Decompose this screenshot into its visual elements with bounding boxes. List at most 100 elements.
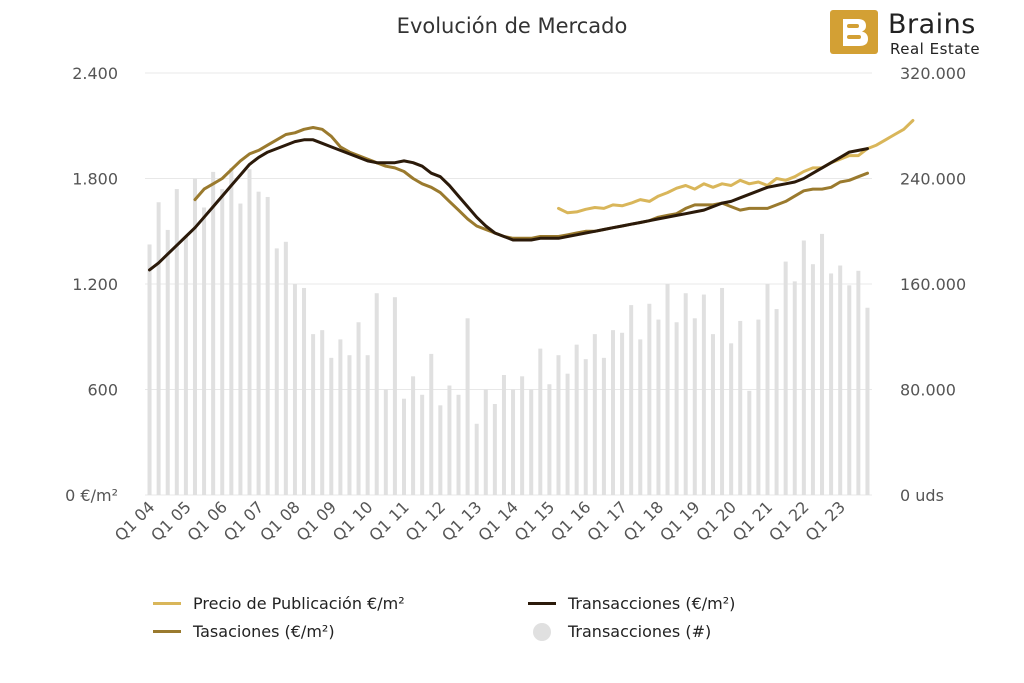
x-tick-label: Q1 14 xyxy=(474,497,522,545)
bar-transacciones-num xyxy=(383,389,388,495)
transacciones-num-bars xyxy=(147,167,870,496)
bar-transacciones-num xyxy=(329,357,334,495)
bar-transacciones-num xyxy=(292,284,297,495)
bar-transacciones-num xyxy=(601,357,606,495)
bar-transacciones-num xyxy=(747,390,752,495)
bar-transacciones-num xyxy=(592,334,597,495)
bar-transacciones-num xyxy=(438,405,443,495)
bar-transacciones-num xyxy=(302,287,307,495)
bar-transacciones-num xyxy=(401,398,406,495)
x-tick-label: Q1 06 xyxy=(184,497,232,545)
bar-transacciones-num xyxy=(838,265,843,495)
bar-transacciones-num xyxy=(729,343,734,495)
bar-transacciones-num xyxy=(801,240,806,495)
y-left-tick-label: 600 xyxy=(87,381,118,400)
bar-transacciones-num xyxy=(565,373,570,495)
bar-transacciones-num xyxy=(202,207,207,495)
bar-transacciones-num xyxy=(192,178,197,495)
legend-item-transacciones-eur: Transacciones (€/m²) xyxy=(528,594,735,613)
bar-transacciones-num xyxy=(356,322,361,495)
x-tick-label: Q1 20 xyxy=(692,497,740,545)
line-tasaciones xyxy=(193,126,869,240)
x-tick-label: Q1 12 xyxy=(402,497,450,545)
bar-transacciones-num xyxy=(174,189,179,496)
bar-transacciones-num xyxy=(420,394,425,495)
bar-transacciones-num xyxy=(429,353,434,495)
x-tick-label: Q1 16 xyxy=(547,497,595,545)
x-tick-label: Q1 18 xyxy=(620,497,668,545)
bar-transacciones-num xyxy=(738,320,743,495)
bar-transacciones-num xyxy=(647,303,652,495)
bar-transacciones-num xyxy=(529,389,534,495)
bar-transacciones-num xyxy=(265,196,270,495)
bar-transacciones-num xyxy=(756,319,761,495)
bar-transacciones-num xyxy=(520,376,525,495)
bar-transacciones-num xyxy=(456,394,461,495)
x-tick-label: Q1 21 xyxy=(729,497,777,545)
logo-sub-text: Real Estate xyxy=(890,40,981,58)
x-tick-label: Q1 13 xyxy=(438,497,486,545)
bar-transacciones-num xyxy=(320,330,325,495)
y-right-tick-label: 0 uds xyxy=(900,486,944,505)
bar-transacciones-num xyxy=(211,171,216,495)
legend-swatch-transacciones-eur xyxy=(528,602,556,605)
brand-logo: Brains Real Estate xyxy=(830,9,1020,58)
bar-transacciones-num xyxy=(638,339,643,495)
bar-transacciones-num xyxy=(256,191,261,495)
y-right-tick-label: 80.000 xyxy=(900,381,956,400)
y-left-tick-label: 0 €/m² xyxy=(65,486,118,505)
bar-transacciones-num xyxy=(347,355,352,495)
x-tick-label: Q1 10 xyxy=(329,497,377,545)
bar-transacciones-num xyxy=(620,332,625,495)
x-tick-label: Q1 17 xyxy=(583,497,631,545)
legend-label-transacciones-num: Transacciones (#) xyxy=(568,622,712,641)
bar-transacciones-num xyxy=(147,244,152,495)
legend: Precio de Publicación €/m² Tasaciones (€… xyxy=(150,594,850,654)
line-series xyxy=(148,119,915,272)
bar-transacciones-num xyxy=(447,385,452,495)
x-tick-label: Q1 09 xyxy=(293,497,341,545)
bar-transacciones-num xyxy=(474,423,479,495)
bar-transacciones-num xyxy=(238,203,243,495)
bar-transacciones-num xyxy=(247,169,252,496)
brains-logo-icon xyxy=(830,10,878,54)
bar-transacciones-num xyxy=(810,264,815,495)
x-tick-label: Q1 08 xyxy=(256,497,304,545)
y-right-tick-label: 320.000 xyxy=(900,64,966,83)
y-right-tick-label: 160.000 xyxy=(900,275,966,294)
bar-transacciones-num xyxy=(683,293,688,495)
x-tick-label: Q1 22 xyxy=(765,497,813,545)
y-left-tick-label: 1.800 xyxy=(72,170,118,189)
bar-transacciones-num xyxy=(183,236,188,495)
bar-transacciones-num xyxy=(820,233,825,495)
bar-transacciones-num xyxy=(465,318,470,495)
y-right-tick-label: 240.000 xyxy=(900,170,966,189)
bar-transacciones-num xyxy=(365,355,370,495)
bar-transacciones-num xyxy=(283,241,288,495)
bar-transacciones-num xyxy=(483,389,488,495)
legend-item-transacciones-num: Transacciones (#) xyxy=(528,622,711,641)
bar-transacciones-num xyxy=(783,261,788,495)
bar-transacciones-num xyxy=(611,330,616,495)
bar-transacciones-num xyxy=(792,281,797,495)
bar-transacciones-num xyxy=(847,285,852,495)
bar-transacciones-num xyxy=(156,202,161,496)
bar-transacciones-num xyxy=(829,273,834,495)
legend-item-precio: Precio de Publicación €/m² xyxy=(153,594,405,613)
bar-transacciones-num xyxy=(165,229,170,495)
bar-transacciones-num xyxy=(492,404,497,495)
bar-transacciones-num xyxy=(674,322,679,495)
x-tick-label: Q1 11 xyxy=(365,497,413,545)
bar-transacciones-num xyxy=(220,189,225,496)
x-tick-label: Q1 19 xyxy=(656,497,704,545)
legend-item-tasaciones: Tasaciones (€/m²) xyxy=(153,622,335,641)
logo-brand-text: Brains xyxy=(888,9,976,40)
bar-transacciones-num xyxy=(856,270,861,495)
x-tick-label: Q1 15 xyxy=(511,497,559,545)
legend-swatch-transacciones-num xyxy=(533,622,551,641)
bar-transacciones-num xyxy=(392,297,397,495)
bar-transacciones-num xyxy=(411,376,416,495)
bar-transacciones-num xyxy=(547,384,552,495)
legend-label-precio: Precio de Publicación €/m² xyxy=(193,594,405,613)
line-precio-publicacion xyxy=(557,119,915,215)
